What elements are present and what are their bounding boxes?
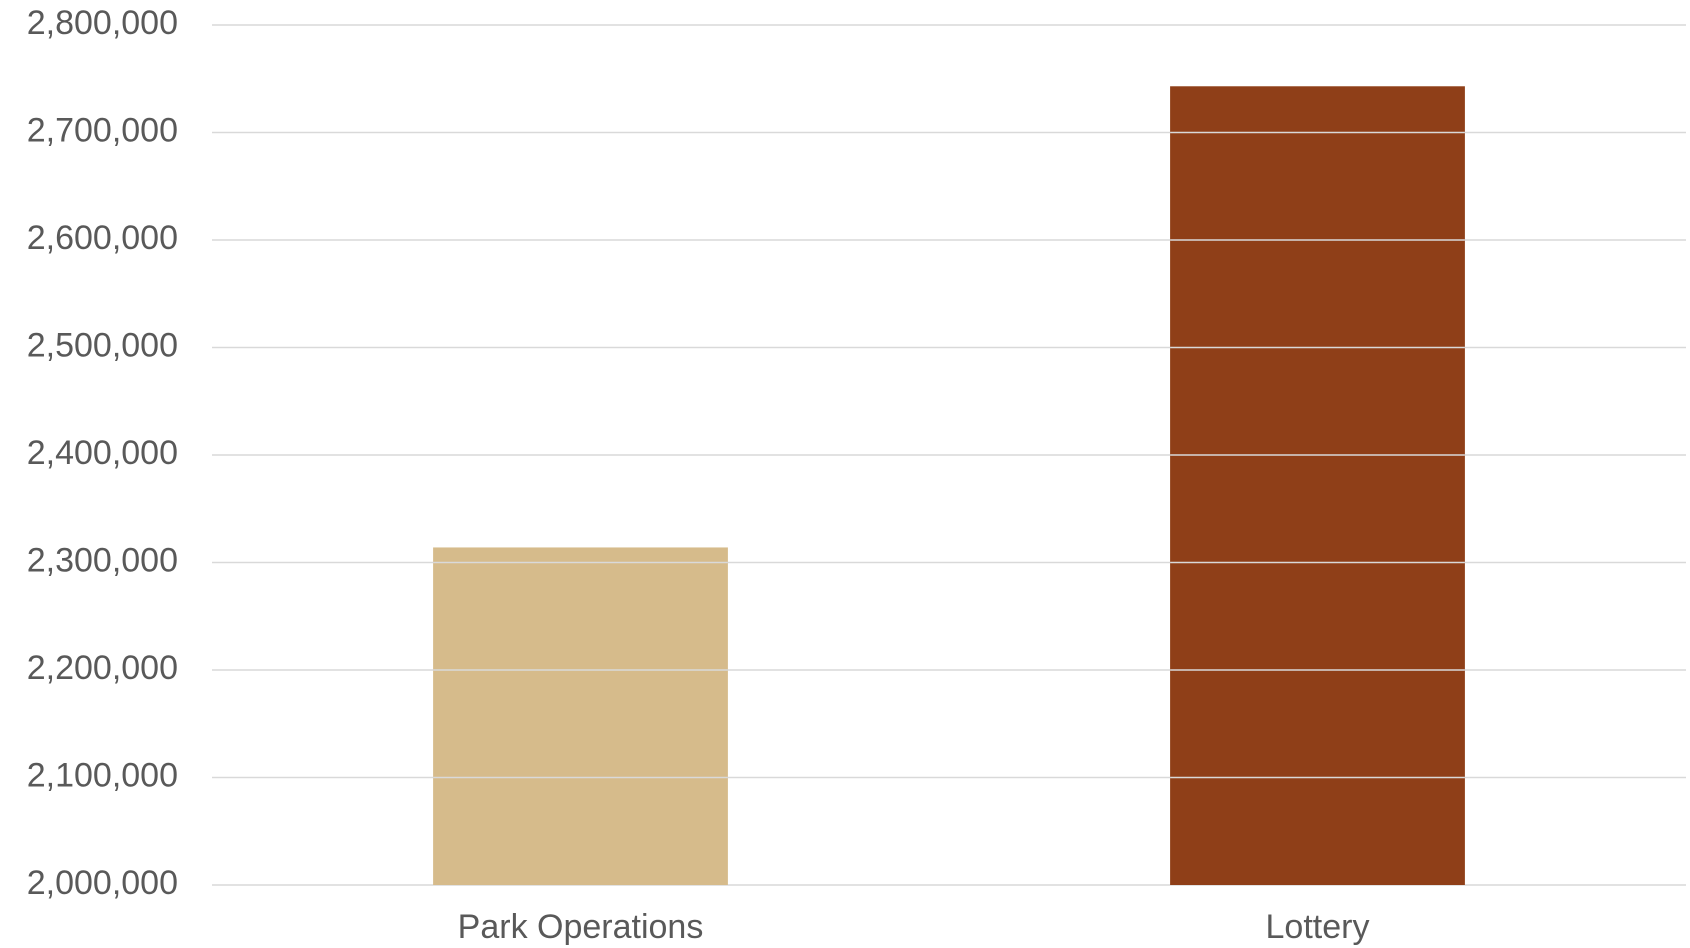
y-tick-label: 2,400,000 <box>27 434 178 472</box>
y-tick-label: 2,700,000 <box>27 111 178 149</box>
x-category-label: Park Operations <box>458 908 704 946</box>
y-tick-label: 2,200,000 <box>27 649 178 687</box>
gridlines-over-bars <box>433 131 1465 779</box>
y-tick-label: 2,000,000 <box>27 864 178 902</box>
x-category-label: Lottery <box>1266 908 1370 946</box>
x-axis-categories: Park Operations Lottery <box>458 908 1370 946</box>
y-tick-label: 2,600,000 <box>27 219 178 257</box>
y-tick-label: 2,300,000 <box>27 541 178 579</box>
y-tick-label: 2,100,000 <box>27 756 178 794</box>
bar-lottery <box>1170 86 1465 885</box>
y-axis-ticks: 2,000,000 2,100,000 2,200,000 2,300,000 2,40… <box>27 4 178 902</box>
bars <box>433 86 1465 885</box>
y-tick-label: 2,500,000 <box>27 326 178 364</box>
bar-park-operations <box>433 547 728 885</box>
y-tick-label: 2,800,000 <box>27 4 178 42</box>
